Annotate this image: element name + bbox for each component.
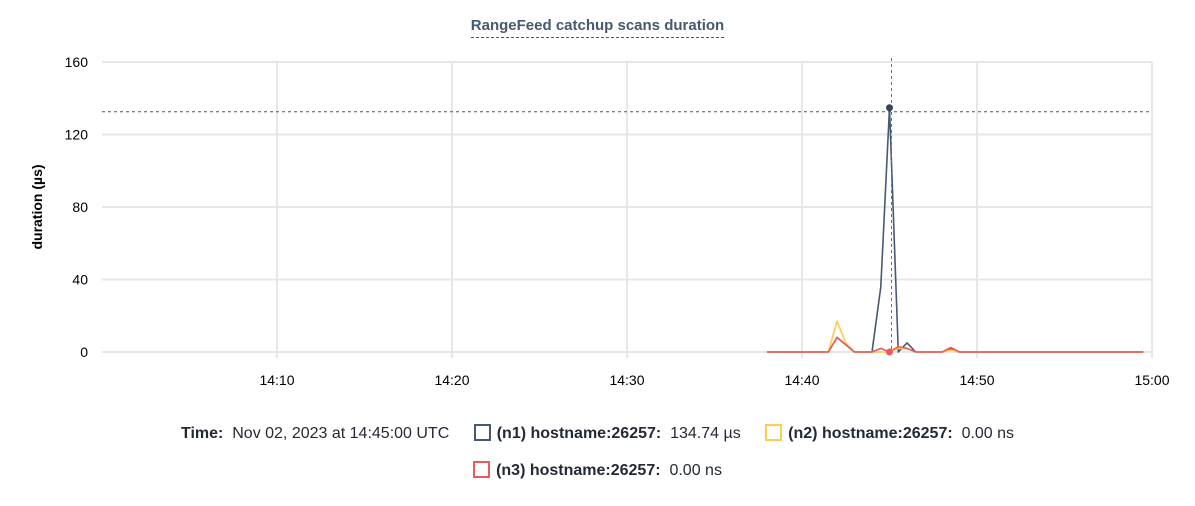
legend-value-n2: 0.00 ns [961, 425, 1015, 442]
series-lines [767, 107, 1144, 353]
x-tick-label: 14:20 [434, 372, 469, 388]
time-value: Nov 02, 2023 at 14:45:00 UTC [232, 424, 450, 442]
tooltip-legend-row2: (n3) hostname:26257: 0.00 ns [0, 461, 1195, 480]
x-axis: 14:10 14:20 14:30 14:40 14:50 15:00 [259, 372, 1169, 388]
y-tick-label: 0 [80, 344, 88, 360]
x-tick-label: 14:10 [259, 372, 294, 388]
series-line-n3 [767, 336, 1144, 353]
y-tick-label: 80 [72, 199, 88, 215]
swatch-n2 [765, 424, 783, 441]
legend-label-n3: (n3) hostname:26257: [496, 462, 661, 479]
series-line-n1 [767, 107, 1144, 353]
chart-title-text[interactable]: RangeFeed catchup scans duration [470, 17, 725, 38]
legend-value-n1: 134.74 µs [670, 425, 741, 442]
time-readout: Time: Nov 02, 2023 at 14:45:00 UTC [181, 425, 449, 443]
y-tick-label: 40 [72, 272, 88, 288]
chart-title[interactable]: RangeFeed catchup scans duration [0, 17, 1195, 38]
x-tick-label: 14:40 [784, 372, 819, 388]
swatch-n1 [473, 424, 491, 441]
series-line-n2 [767, 320, 1144, 353]
hover-point-n3 [886, 348, 893, 356]
grid [102, 61, 1153, 358]
y-tick-label: 160 [65, 54, 89, 70]
legend-label-n2: (n2) hostname:26257: [788, 425, 953, 442]
swatch-n3 [473, 461, 491, 478]
legend-label-n1: (n1) hostname:26257: [496, 425, 662, 442]
time-label: Time: [180, 424, 224, 442]
legend-item-n3[interactable]: (n3) hostname:26257: 0.00 ns [473, 461, 722, 480]
x-tick-label: 15:00 [1134, 372, 1169, 388]
x-tick-label: 14:50 [959, 372, 994, 388]
legend-item-n1[interactable]: (n1) hostname:26257: 134.74 µs [473, 424, 741, 443]
x-tick-label: 14:30 [609, 372, 644, 388]
hover-point-n1 [886, 104, 893, 112]
y-axis: 0 40 80 120 160 [65, 54, 89, 360]
y-axis-label: duration (µs) [29, 164, 45, 249]
legend-value-n3: 0.00 ns [669, 462, 722, 479]
y-tick-label: 120 [65, 127, 89, 143]
tooltip-legend: Time: Nov 02, 2023 at 14:45:00 UTC (n1) … [0, 424, 1195, 443]
hover-crosshair [102, 58, 1152, 356]
legend-item-n2[interactable]: (n2) hostname:26257: 0.00 ns [765, 424, 1014, 443]
